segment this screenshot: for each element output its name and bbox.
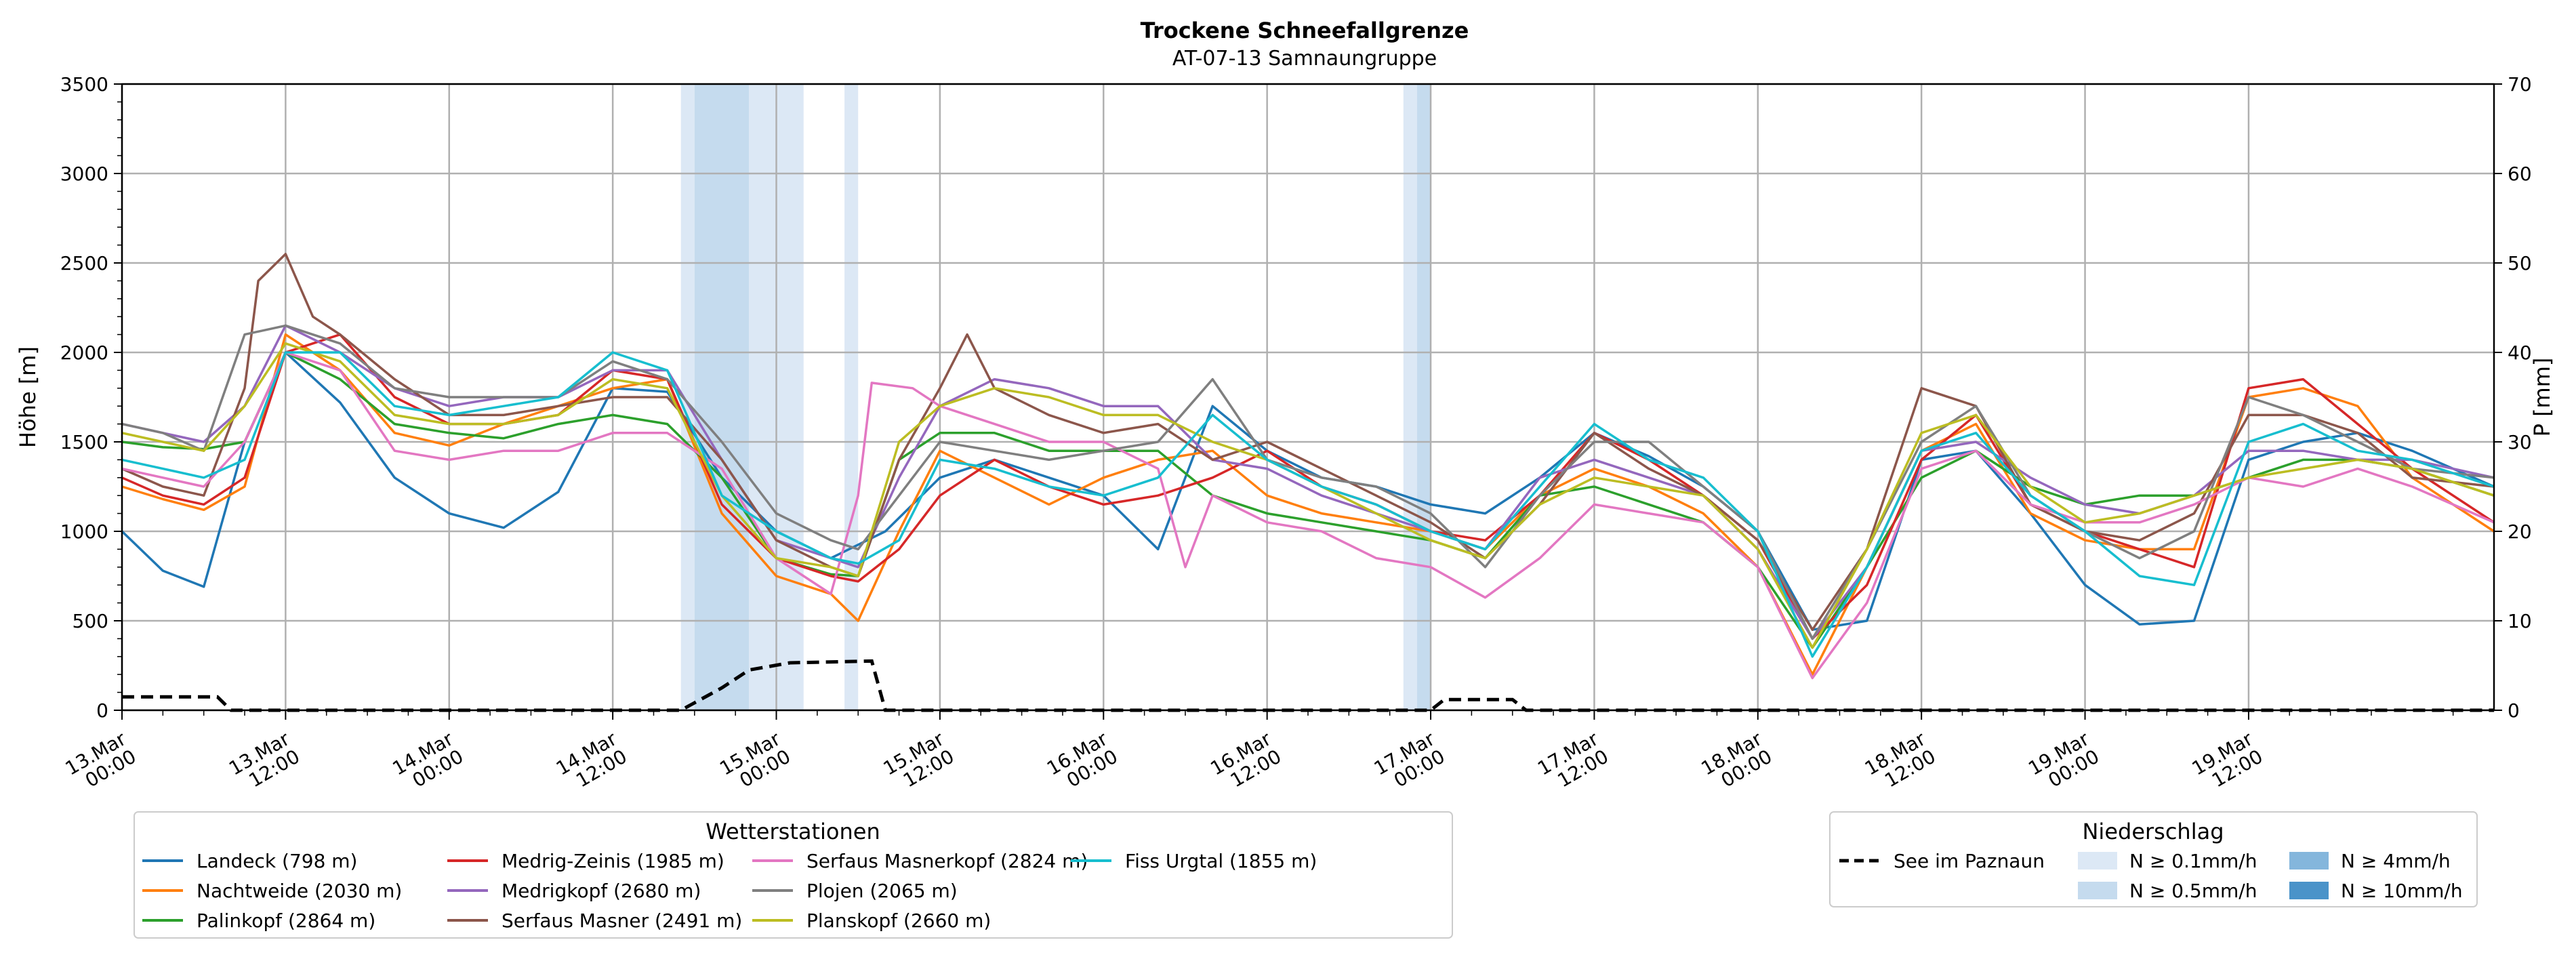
legend-label: Planskopf (2660 m): [806, 909, 991, 932]
stations-legend-entries: Landeck (798 m) Nachtweide (2030 m) Palink…: [142, 850, 1317, 932]
legend-label: Plojen (2065 m): [806, 880, 958, 902]
legend-swatch-band: [2078, 882, 2117, 899]
y-tick-label: 1000: [60, 520, 108, 543]
y-right-tick-label: 60: [2508, 163, 2532, 185]
legend-label: N ≥ 0.5mm/h: [2129, 880, 2257, 902]
y-right-tick-label: 20: [2508, 520, 2532, 543]
precip-legend: Niederschlag See im Paznaun N ≥ 0.1mm/h N …: [1829, 811, 2478, 907]
y-right-tick-label: 40: [2508, 342, 2532, 364]
precipitation-bands: [680, 84, 1431, 710]
legend-label: N ≥ 4mm/h: [2341, 850, 2451, 872]
y-right-tick-label: 0: [2508, 699, 2520, 722]
y-tick-label: 2000: [60, 342, 108, 364]
right-axis-ticks: 0 10 20 30 40 50 60 70: [2494, 73, 2532, 722]
legend-label: Serfaus Masner (2491 m): [502, 909, 742, 932]
legend-label: See im Paznaun: [1894, 850, 2045, 872]
legend-label: Landeck (798 m): [197, 850, 357, 872]
precip-band: [680, 84, 695, 710]
left-axis-ticks: 0 500 1000 1500 2000 2500 3000 3500: [60, 73, 122, 722]
precipitation-line: [122, 659, 2494, 712]
precip-legend-title: Niederschlag: [2082, 819, 2224, 844]
legend-label: Palinkopf (2864 m): [197, 909, 375, 932]
y-tick-label: 0: [96, 699, 108, 722]
y-tick-label: 2500: [60, 252, 108, 274]
legend-label: Nachtweide (2030 m): [197, 880, 402, 902]
series-line: [121, 351, 2495, 680]
chart-title: Trockene Schneefallgrenze: [1141, 18, 1469, 43]
y-axis-label-right: P [mm]: [2529, 358, 2555, 437]
stations-legend: Wetterstationen Landeck (798 m) Nachtweid…: [134, 811, 1453, 939]
precip-band: [844, 84, 859, 710]
station-series: [121, 253, 2495, 680]
series-line: [121, 351, 2495, 649]
stations-legend-box: [134, 811, 1453, 939]
series-line: [121, 342, 2495, 649]
y-tick-label: 500: [73, 610, 108, 632]
precip-band: [694, 84, 750, 710]
legend-label: Medrigkopf (2680 m): [502, 880, 701, 902]
y-axis-label: Höhe [m]: [15, 346, 41, 448]
y-tick-label: 3000: [60, 163, 108, 185]
series-line: [121, 351, 2495, 658]
y-right-tick-label: 30: [2508, 431, 2532, 453]
legend-swatch-band: [2289, 882, 2329, 899]
legend-label: N ≥ 10mm/h: [2341, 880, 2463, 902]
precip-band: [1403, 84, 1417, 710]
chart-subtitle: AT-07-13 Samnaungruppe: [1172, 47, 1437, 70]
legend-swatch-band: [2078, 852, 2117, 870]
y-tick-label: 1500: [60, 431, 108, 453]
y-right-tick-label: 70: [2508, 73, 2532, 96]
precip-series-line: [122, 659, 2494, 712]
precip-legend-entries: See im Paznaun N ≥ 0.1mm/h N ≥ 0.5mm/h N ≥ …: [1839, 850, 2463, 902]
stations-legend-title: Wetterstationen: [706, 819, 880, 844]
y-tick-label: 3500: [60, 73, 108, 96]
series-line: [121, 324, 2495, 640]
legend-label: N ≥ 0.1mm/h: [2129, 850, 2257, 872]
legend-swatch-band: [2289, 852, 2329, 870]
legend-label: Fiss Urgtal (1855 m): [1125, 850, 1317, 872]
precip-band: [1416, 84, 1431, 710]
y-right-tick-label: 10: [2508, 610, 2532, 632]
x-tick-label: 17.Mar12:00: [1534, 727, 1612, 797]
legend-label: Medrig-Zeinis (1985 m): [502, 850, 724, 872]
legend-label: Serfaus Masnerkopf (2824 m): [806, 850, 1088, 872]
y-right-tick-label: 50: [2508, 252, 2532, 274]
